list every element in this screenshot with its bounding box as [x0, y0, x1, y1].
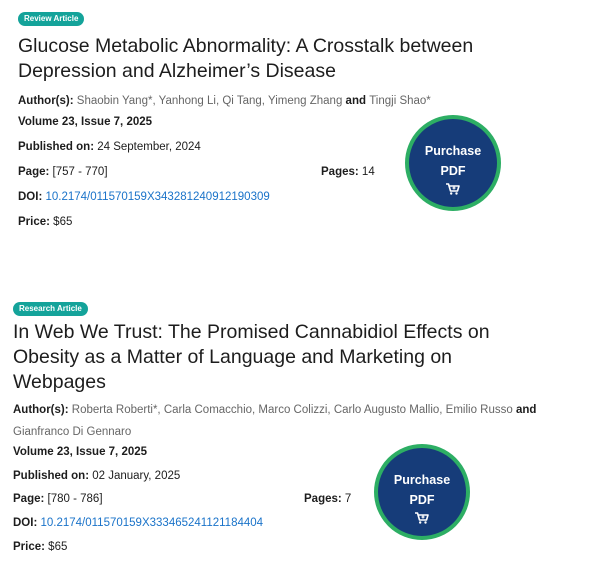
purchase-label: Purchase	[424, 144, 482, 158]
doi-row: DOI: 10.2174/011570159X33346524112118440…	[13, 517, 263, 529]
pages-count: 7	[344, 493, 352, 505]
cart-icon	[446, 183, 460, 195]
price-value: $65	[53, 216, 73, 228]
volume-issue: Volume 23, Issue 7, 2025	[18, 116, 153, 128]
article-title[interactable]: Glucose Metabolic Abnormality: A Crossta…	[18, 34, 538, 84]
pdf-label: PDF	[409, 493, 435, 507]
article-title-line: Obesity as a Matter of Language and Mark…	[13, 346, 453, 368]
page-row: Page: [757 - 770]	[18, 166, 108, 178]
price-row: Price: $65	[18, 216, 72, 228]
doi-label: DOI:	[13, 517, 38, 529]
published-label: Published on:	[18, 141, 95, 153]
published-row: Published on: 02 January, 2025	[13, 470, 180, 482]
published-row: Published on: 24 September, 2024	[18, 141, 201, 153]
authors-row-continued: Gianfranco Di Gennaro	[13, 426, 131, 438]
page-range: [780 - 786]	[47, 493, 103, 505]
purchase-label: Purchase	[393, 473, 451, 487]
authors-label: Author(s):	[13, 404, 69, 416]
author-last[interactable]: Tingji Shao*	[369, 95, 431, 107]
doi-label: DOI:	[18, 191, 43, 203]
purchase-pdf-button[interactable]: Purchase PDF	[405, 115, 501, 211]
authors-row: Author(s): Roberta Roberti*, Carla Comac…	[13, 404, 536, 416]
doi-link[interactable]: 10.2174/011570159X343281240912190309	[45, 191, 270, 203]
price-value: $65	[48, 541, 68, 553]
article-title[interactable]: In Web We Trust: The Promised Cannabidio…	[13, 320, 533, 395]
pages-count: 14	[361, 166, 375, 178]
cart-icon	[415, 512, 429, 524]
article-type-badge: Review Article	[18, 12, 85, 26]
pages-count-row: Pages: 7	[304, 493, 351, 505]
article-title-line: In Web We Trust: The Promised Cannabidio…	[13, 321, 490, 343]
article-title-line: Webpages	[13, 371, 106, 393]
authors-list[interactable]: Roberta Roberti*, Carla Comacchio, Marco…	[71, 404, 513, 416]
price-row: Price: $65	[13, 541, 67, 553]
article-type-badge: Research Article	[13, 302, 88, 316]
page-label: Page:	[18, 166, 50, 178]
volume-issue: Volume 23, Issue 7, 2025	[13, 446, 148, 458]
authors-and: and	[345, 95, 366, 107]
article-title-line: Depression and Alzheimer’s Disease	[18, 60, 336, 82]
doi-link[interactable]: 10.2174/011570159X333465241121184404	[40, 517, 264, 529]
price-label: Price:	[13, 541, 45, 553]
published-date: 02 January, 2025	[92, 470, 181, 482]
pages-label: Pages:	[321, 166, 359, 178]
pages-count-row: Pages: 14	[321, 166, 375, 178]
author-last[interactable]: Gianfranco Di Gennaro	[13, 426, 132, 438]
published-label: Published on:	[13, 470, 90, 482]
authors-row: Author(s): Shaobin Yang*, Yanhong Li, Qi…	[18, 95, 431, 107]
page-label: Page:	[13, 493, 45, 505]
authors-label: Author(s):	[18, 95, 74, 107]
article-title-line: Glucose Metabolic Abnormality: A Crossta…	[18, 35, 474, 57]
page-row: Page: [780 - 786]	[13, 493, 103, 505]
pages-label: Pages:	[304, 493, 342, 505]
doi-row: DOI: 10.2174/011570159X34328124091219030…	[18, 191, 270, 203]
page-range: [757 - 770]	[52, 166, 108, 178]
pdf-label: PDF	[440, 164, 466, 178]
authors-and: and	[515, 404, 537, 416]
purchase-pdf-button[interactable]: Purchase PDF	[374, 444, 470, 540]
published-date: 24 September, 2024	[97, 141, 201, 153]
price-label: Price:	[18, 216, 50, 228]
authors-list[interactable]: Shaobin Yang*, Yanhong Li, Qi Tang, Yime…	[76, 95, 343, 107]
